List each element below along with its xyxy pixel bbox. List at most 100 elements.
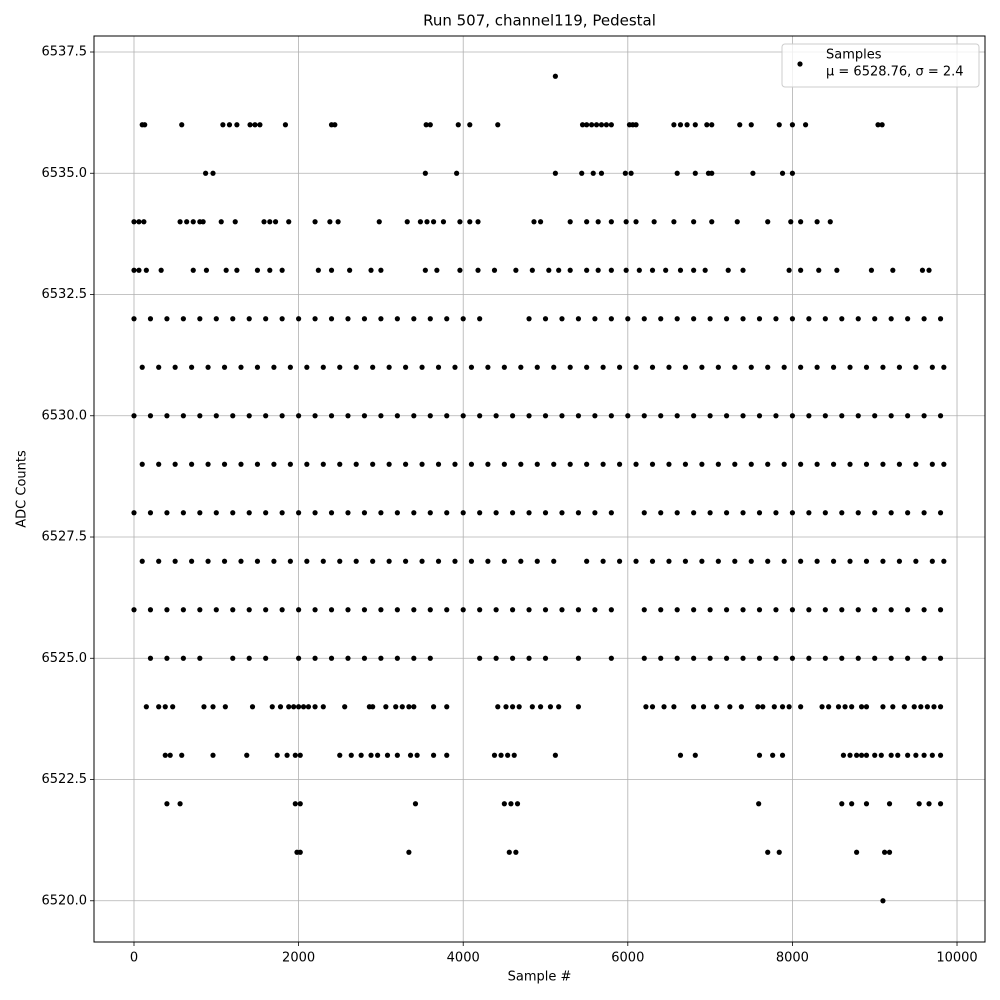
data-point: [633, 558, 639, 564]
data-point: [937, 752, 944, 758]
data-point: [291, 704, 297, 710]
data-point: [872, 607, 878, 613]
data-point: [830, 558, 837, 564]
legend-label: Samples: [826, 48, 882, 63]
data-point: [789, 122, 796, 128]
data-point: [347, 267, 353, 273]
data-point: [221, 558, 228, 564]
data-point: [167, 752, 173, 758]
data-point: [444, 704, 450, 710]
data-point: [584, 558, 590, 564]
data-point: [608, 219, 614, 225]
data-point: [734, 219, 740, 225]
data-point: [863, 364, 870, 370]
data-point: [858, 752, 865, 758]
data-point: [649, 364, 656, 370]
data-point: [929, 558, 935, 564]
data-point: [674, 413, 680, 419]
data-point: [267, 219, 273, 225]
data-point: [147, 413, 154, 419]
data-point: [575, 655, 582, 661]
data-point: [918, 704, 924, 710]
data-point: [740, 267, 746, 273]
data-point: [284, 752, 290, 758]
data-point: [584, 219, 590, 225]
data-point: [509, 413, 516, 419]
data-point: [509, 704, 516, 710]
data-point: [691, 316, 697, 322]
data-point: [748, 122, 754, 128]
data-point: [872, 655, 878, 661]
data-point: [598, 170, 605, 176]
y-tick-label: 6527.5: [42, 530, 88, 545]
data-point: [267, 267, 273, 273]
data-point: [924, 704, 930, 710]
data-point: [526, 655, 532, 661]
data-point: [509, 607, 516, 613]
data-point: [633, 122, 639, 128]
data-point: [501, 461, 507, 467]
data-point: [575, 316, 582, 322]
data-point: [257, 122, 263, 128]
data-point: [789, 170, 796, 176]
data-point: [477, 655, 483, 661]
data-point: [320, 461, 326, 467]
data-point: [941, 461, 947, 467]
x-tick-label: 2000: [282, 951, 315, 966]
data-point: [345, 316, 351, 322]
data-point: [136, 267, 142, 273]
data-point: [740, 413, 746, 419]
data-point: [210, 170, 216, 176]
data-point: [444, 752, 450, 758]
data-point: [411, 316, 417, 322]
data-point: [684, 122, 690, 128]
data-point: [498, 752, 504, 758]
data-point: [674, 316, 680, 322]
data-point: [440, 219, 447, 225]
data-point: [304, 558, 310, 564]
data-point: [411, 655, 417, 661]
data-point: [592, 316, 598, 322]
data-point: [287, 364, 293, 370]
data-point: [551, 461, 557, 467]
data-point: [579, 122, 586, 128]
data-point: [424, 219, 430, 225]
data-point: [156, 461, 162, 467]
data-point: [444, 607, 450, 613]
data-point: [296, 413, 302, 419]
chart-title: Run 507, channel119, Pedestal: [423, 12, 656, 30]
data-point: [454, 170, 460, 176]
data-point: [457, 219, 463, 225]
data-point: [201, 704, 207, 710]
data-point: [575, 704, 582, 710]
data-point: [328, 655, 335, 661]
data-point: [691, 704, 697, 710]
data-point: [263, 413, 269, 419]
data-point: [534, 558, 540, 564]
data-point: [542, 316, 549, 322]
data-point: [725, 267, 731, 273]
data-point: [328, 316, 335, 322]
data-point: [179, 122, 185, 128]
data-point: [455, 122, 461, 128]
data-point: [312, 413, 318, 419]
data-point: [246, 655, 252, 661]
data-point: [537, 704, 544, 710]
data-point: [353, 461, 359, 467]
data-point: [477, 510, 483, 516]
data-point: [765, 558, 771, 564]
data-point: [826, 704, 832, 710]
data-point: [368, 267, 374, 273]
x-tick-label: 8000: [776, 951, 809, 966]
data-point: [786, 704, 792, 710]
data-point: [926, 801, 932, 807]
data-point: [491, 752, 498, 758]
data-point: [297, 752, 303, 758]
data-point: [394, 510, 400, 516]
data-point: [304, 364, 310, 370]
data-point: [896, 364, 903, 370]
data-point: [840, 752, 847, 758]
data-point: [279, 267, 285, 273]
data-point: [286, 704, 292, 710]
